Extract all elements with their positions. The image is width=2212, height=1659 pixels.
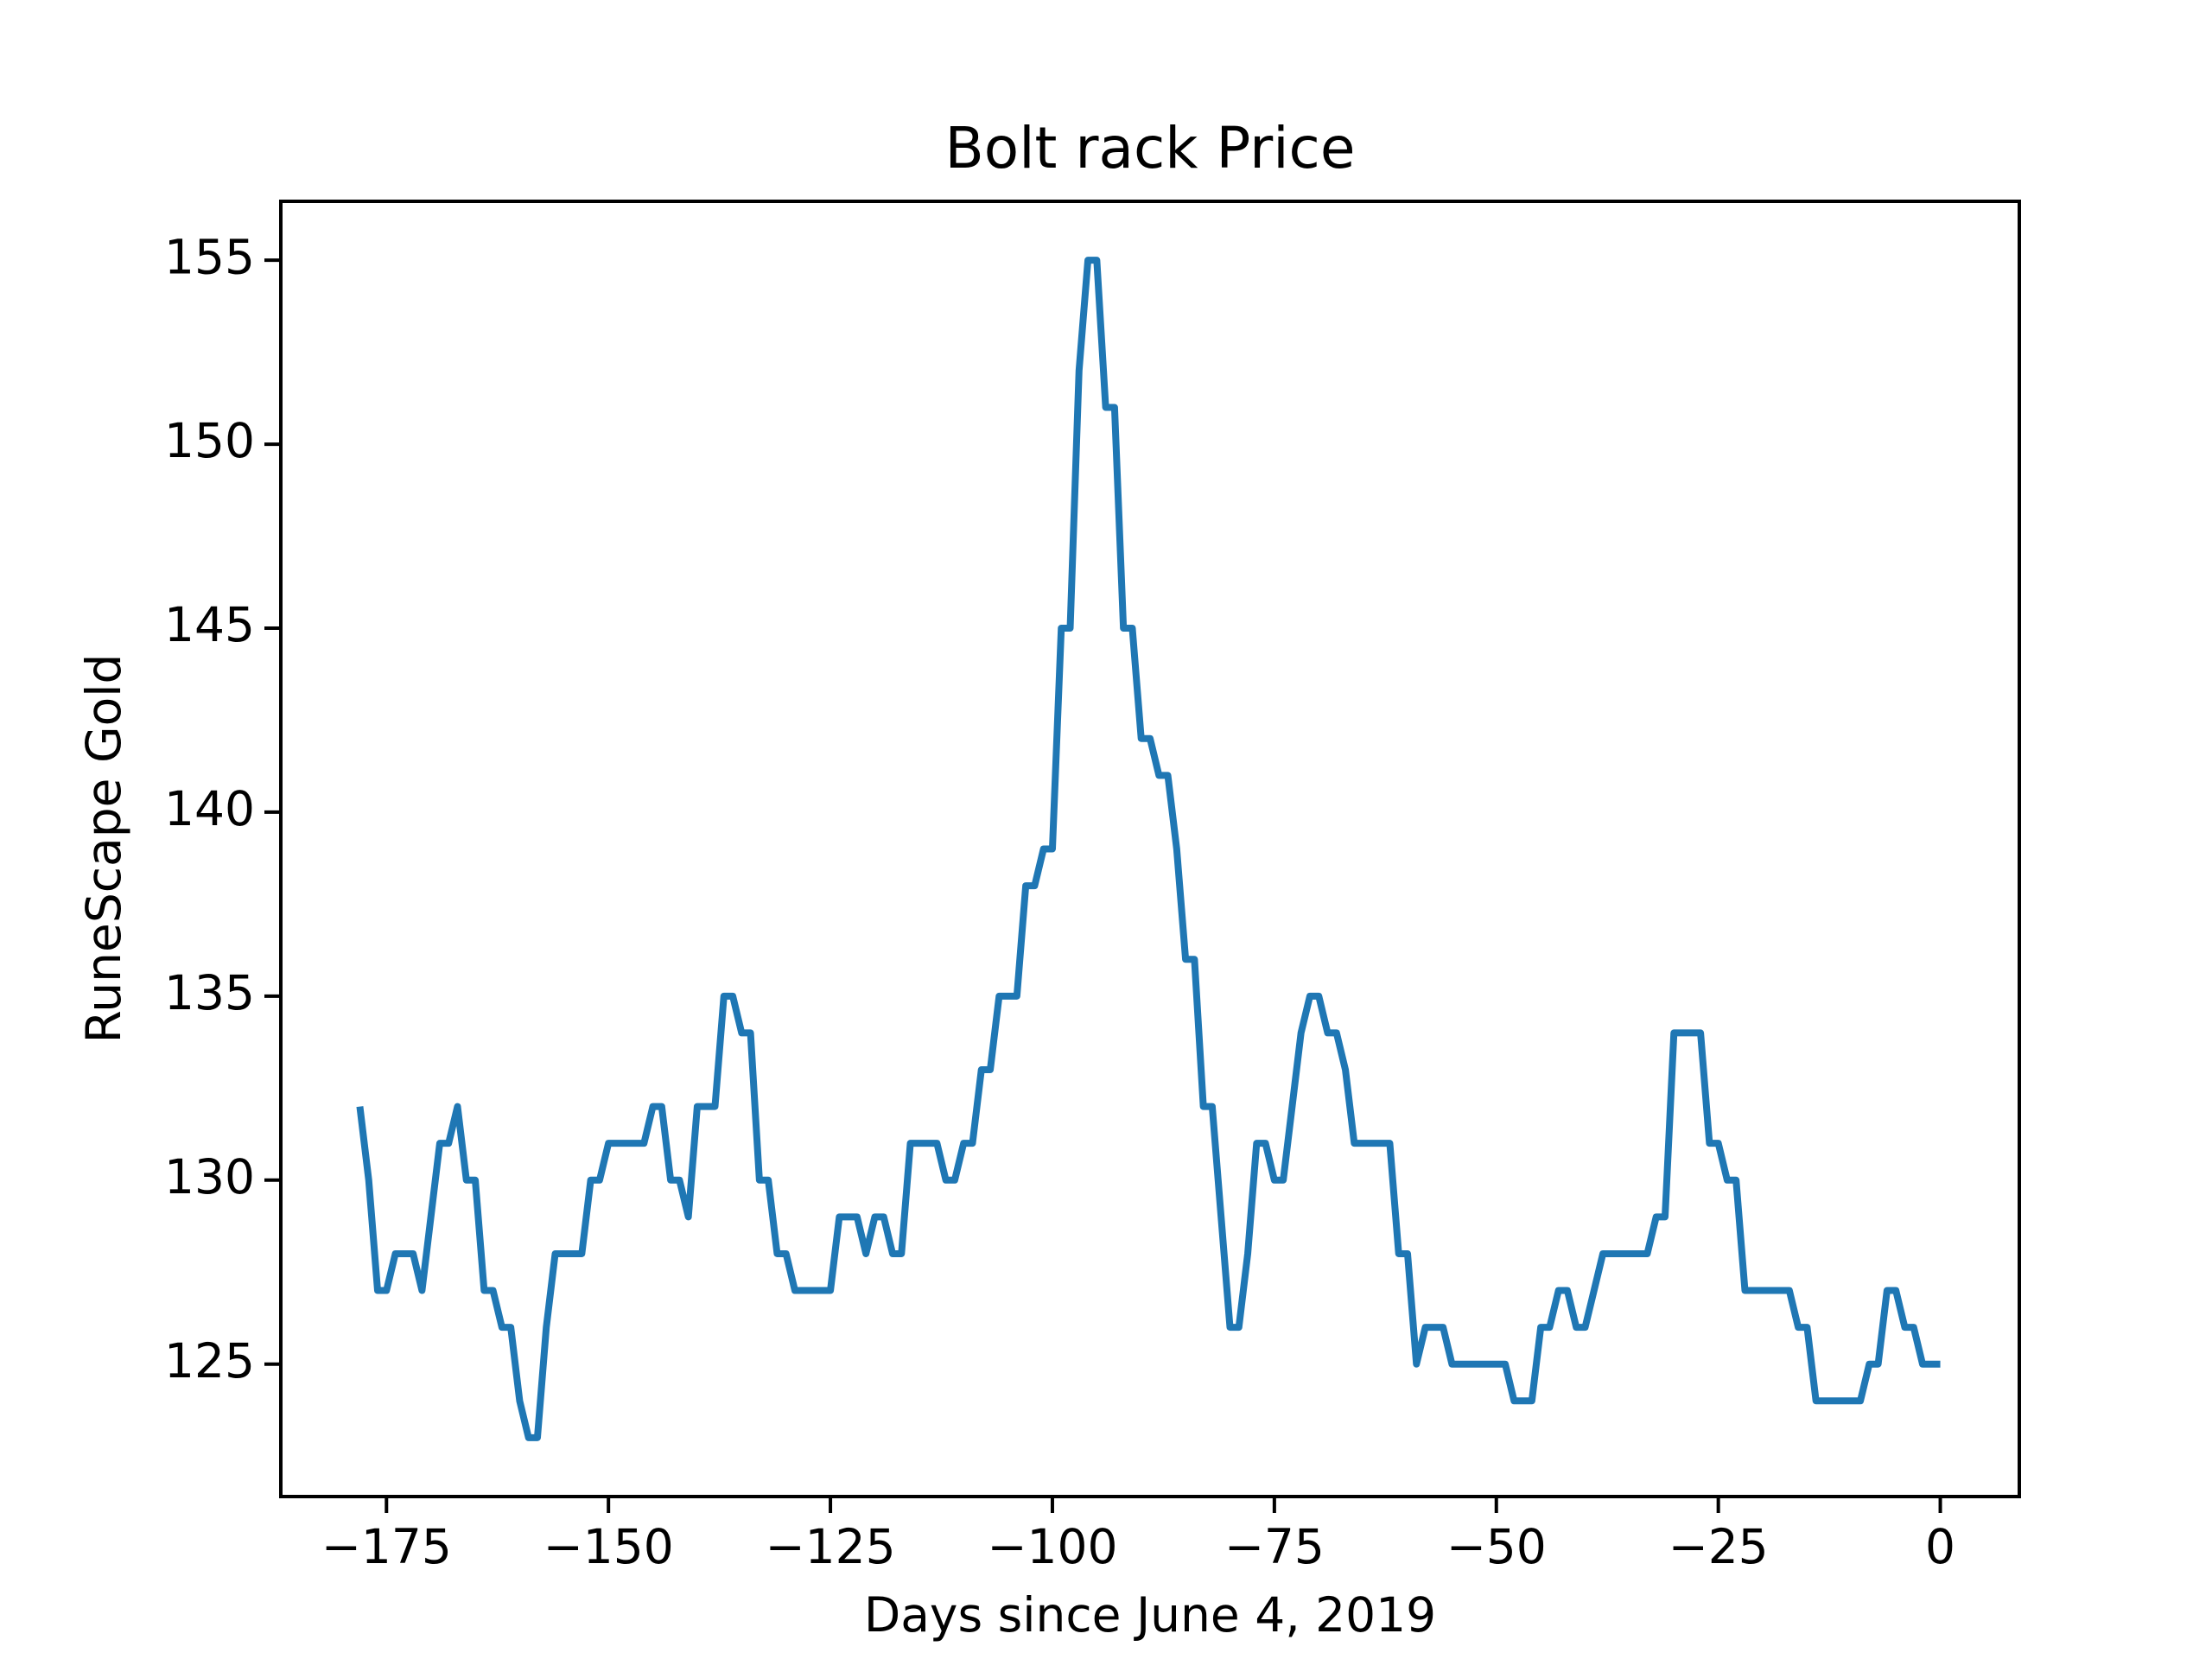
price-line (356, 257, 1941, 1441)
x-tick-label: −175 (321, 1519, 452, 1574)
y-tick-label: 135 (164, 965, 255, 1020)
chart-title: Bolt rack Price (945, 115, 1356, 181)
x-tick-label: −25 (1669, 1519, 1769, 1574)
x-tick-label: 0 (1925, 1519, 1955, 1574)
plot-frame (279, 200, 2021, 1498)
y-tick-label: 155 (164, 229, 255, 284)
x-tick-label: −50 (1446, 1519, 1547, 1574)
y-tick-label: 125 (164, 1333, 255, 1389)
y-tick-label: 140 (164, 781, 255, 836)
y-axis-label: RuneScape Gold (76, 654, 131, 1044)
x-tick-label: −75 (1224, 1519, 1325, 1574)
y-tick-label: 145 (164, 597, 255, 652)
y-tick-label: 130 (164, 1149, 255, 1205)
x-axis-label: Days since June 4, 2019 (864, 1587, 1436, 1643)
x-tick-label: −100 (987, 1519, 1117, 1574)
x-tick-label: −125 (766, 1519, 896, 1574)
y-tick-label: 150 (164, 413, 255, 468)
x-tick-label: −150 (543, 1519, 674, 1574)
